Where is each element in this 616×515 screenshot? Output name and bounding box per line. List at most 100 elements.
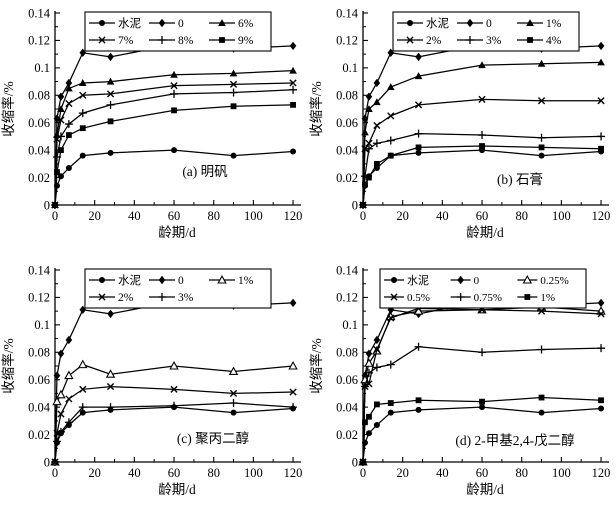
marker-circle-icon — [479, 404, 486, 411]
marker-plus-icon — [64, 120, 73, 129]
marker-plus-icon — [229, 399, 238, 408]
y-tick-label: 0 — [352, 455, 358, 469]
x-tick-label: 120 — [592, 209, 611, 223]
marker-plus-icon — [170, 89, 179, 98]
marker-diamond-icon — [289, 298, 297, 308]
y-tick-label: 0.08 — [336, 89, 358, 103]
marker-square-icon — [54, 169, 60, 175]
marker-plus-icon — [56, 132, 65, 141]
series-7% — [51, 79, 297, 209]
y-tick-label: 0.02 — [28, 171, 50, 185]
x-axis-title: 龄期/d — [158, 482, 196, 497]
subplot-c-chart: 0 20 40 60 80 100 120龄期/d00.020.040.060.080.10… — [0, 263, 303, 497]
marker-square-icon — [366, 174, 372, 181]
marker-plus-icon — [414, 129, 423, 138]
legend-item-7%: 7% — [89, 35, 134, 47]
y-tick-label: 0.14 — [28, 263, 51, 277]
marker-diamond-icon — [79, 48, 87, 57]
marker-diamond-icon — [53, 114, 61, 123]
subplot-b: 0 20 40 60 80 100 120 龄期/d 0 0.02 0.04 0.06 0.08 0.1 0… — [308, 0, 616, 257]
marker-plus-icon — [478, 131, 487, 140]
y-tick-label: 0.1 — [342, 318, 358, 332]
x-axis-title: 龄期/d — [466, 482, 504, 497]
y-tick-label: 0.1 — [342, 61, 358, 75]
marker-diamond-icon — [597, 298, 605, 308]
legend-marker-plus-icon — [158, 293, 166, 301]
subplot-caption: (d) 2-甲基2,4-戊二醇 — [455, 432, 574, 448]
marker-square-icon — [362, 181, 368, 188]
y-tick-label: 0.12 — [28, 291, 50, 305]
legend-marker-x-icon — [406, 36, 414, 44]
legend-item-4%: 4% — [517, 35, 562, 47]
marker-x-icon — [170, 82, 178, 90]
marker-x-icon — [414, 101, 423, 109]
legend-item-1%: 1% — [517, 292, 555, 304]
y-axis: 0 0.02 0.04 0.06 0.08 0.1 0.12 0.14 收缩率/% — [0, 263, 60, 469]
marker-diamond-icon — [57, 349, 65, 358]
y-tick-label: 0.12 — [336, 291, 358, 305]
legend-marker-diamond-icon — [158, 275, 166, 285]
marker-plus-icon — [64, 418, 73, 427]
series-line — [54, 149, 294, 206]
y-tick-label: 0.06 — [28, 373, 50, 387]
marker-square-icon — [598, 145, 604, 152]
x-tick-label: 20 — [88, 466, 101, 480]
marker-x-icon — [537, 307, 546, 315]
marker-square-icon — [290, 101, 296, 108]
legend-item-9%: 9% — [209, 35, 254, 47]
x-tick-label: 40 — [436, 209, 449, 223]
marker-square-icon — [360, 459, 366, 465]
x-axis: 0 20 40 60 80 100 120 龄期/d — [52, 200, 302, 240]
series-9% — [52, 101, 296, 208]
legend: 水泥 0 1% 2% 3% 4% — [392, 11, 580, 52]
legend-item-2%: 2% — [397, 35, 442, 47]
legend-label: 0 — [178, 18, 184, 30]
subplot-caption: (c) 聚丙二醇 — [177, 430, 249, 446]
subplot-caption: (a) 明矾 — [182, 164, 228, 179]
marker-plus-icon — [170, 401, 179, 410]
legend-marker-x-icon — [390, 293, 398, 301]
marker-plus-icon — [372, 363, 381, 372]
y-tick-label: 0.08 — [336, 346, 358, 360]
marker-square-icon — [107, 118, 114, 125]
marker-circle-icon — [538, 152, 545, 159]
legend-item-0: 0 — [450, 275, 480, 287]
series-line — [54, 406, 294, 463]
marker-x-icon — [170, 385, 178, 393]
marker-x-icon — [289, 79, 297, 87]
marker-triangle-icon — [170, 70, 178, 78]
marker-diamond-icon — [57, 92, 65, 101]
legend-box — [379, 268, 587, 309]
x-tick-label: 60 — [476, 466, 489, 480]
y-tick-label: 0 — [352, 198, 358, 212]
marker-x-icon — [597, 97, 605, 105]
y-tick-label: 0.08 — [28, 89, 50, 103]
legend-box — [392, 11, 580, 52]
series-水泥 — [360, 404, 605, 465]
series-line — [54, 43, 294, 206]
marker-x-icon — [79, 91, 87, 99]
marker-circle-icon — [373, 421, 380, 428]
marker-plus-icon — [597, 344, 606, 353]
marker-triangle-icon — [57, 105, 65, 112]
legend-box — [84, 268, 272, 309]
x-tick-label: 40 — [128, 466, 141, 480]
legend-label: 水泥 — [118, 17, 141, 30]
marker-square-icon — [387, 400, 394, 406]
legend-label: 水泥 — [118, 274, 141, 287]
subplot-a: 0 20 40 60 80 100 120 龄期/d 0 0.02 0.04 0.06 0.08 0.1 0… — [0, 0, 308, 257]
legend-marker-square-icon — [524, 294, 531, 300]
legend-item-0: 0 — [149, 18, 184, 30]
legend-marker-diamond-icon — [457, 275, 464, 285]
x-tick-label: 60 — [476, 209, 489, 223]
legend-item-0.75%: 0.75% — [450, 292, 502, 304]
y-tick-label: 0.04 — [28, 143, 51, 157]
marker-x-icon — [373, 345, 381, 354]
series-0 — [51, 297, 297, 467]
marker-triangle-open-icon — [78, 359, 88, 369]
y-tick-label: 0.02 — [336, 171, 358, 185]
x-tick-label: 80 — [207, 209, 220, 223]
marker-x-icon — [79, 385, 87, 393]
marker-diamond-icon — [597, 41, 605, 51]
x-tick-label: 120 — [284, 466, 303, 480]
